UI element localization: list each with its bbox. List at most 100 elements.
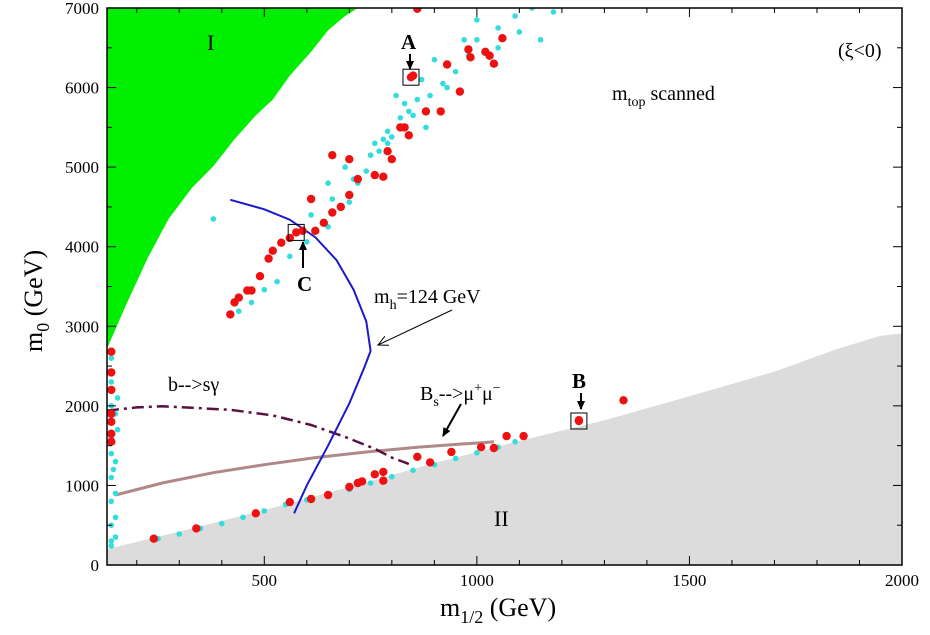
red-point xyxy=(107,347,116,356)
red-point xyxy=(379,476,388,485)
cyan-point xyxy=(427,92,433,99)
benchmark-point xyxy=(292,228,301,237)
red-point xyxy=(519,431,528,441)
benchmark-box xyxy=(570,412,588,430)
cyan-point xyxy=(114,426,121,433)
cyan-point xyxy=(380,136,387,143)
red-point xyxy=(277,238,286,247)
cyan-point xyxy=(108,498,115,505)
cyan-point xyxy=(550,9,557,15)
cyan-point xyxy=(112,534,119,540)
bsmumu-mid: μ xyxy=(482,383,493,405)
cyan-point xyxy=(108,355,115,361)
red-point xyxy=(379,467,388,477)
cyan-point xyxy=(410,467,416,474)
red-point xyxy=(319,218,328,227)
axis-ticks: 500 1000 1500 2000 0 1000 2000 3000 4000 5000 6000… xyxy=(65,0,919,590)
plot-area xyxy=(107,8,902,565)
red-point xyxy=(353,174,362,184)
benchmark-box xyxy=(287,223,305,241)
cyan-point xyxy=(431,56,438,63)
y-tick-label: 6000 xyxy=(65,79,99,98)
cyan-point xyxy=(393,92,399,99)
cyan-point xyxy=(248,299,255,306)
red-point xyxy=(442,60,452,69)
cyan-point xyxy=(461,37,467,43)
red-point xyxy=(264,254,273,263)
x-tick-label: 2000 xyxy=(885,571,919,590)
red-point xyxy=(370,470,379,479)
cyan-point xyxy=(329,196,336,202)
red-point xyxy=(345,482,354,492)
mtop-rest: scanned xyxy=(645,83,714,105)
red-point xyxy=(251,509,260,518)
mtop-main: m xyxy=(612,83,628,105)
cyan-point xyxy=(512,438,518,445)
y-tick-label: 4000 xyxy=(65,238,99,257)
red-point xyxy=(404,131,413,140)
cyan-point xyxy=(210,216,217,222)
cyan-point xyxy=(261,286,268,293)
cyan-point xyxy=(389,473,395,480)
cyan-point xyxy=(516,29,523,35)
cyan-point xyxy=(389,134,395,140)
benchmark-point xyxy=(574,416,584,426)
y-tick-label: 2000 xyxy=(65,397,99,416)
red-point xyxy=(243,286,252,295)
y-axis-unit: (GeV) xyxy=(19,250,48,323)
cyan-point xyxy=(474,450,480,456)
red-point xyxy=(379,172,388,181)
red-point xyxy=(455,87,465,96)
cyan-point xyxy=(308,212,314,218)
cyan-point xyxy=(384,140,391,147)
bsg-curve xyxy=(107,405,410,466)
cyan-point xyxy=(108,450,115,457)
red-point xyxy=(489,443,499,453)
cyan-point xyxy=(495,25,501,31)
red-point xyxy=(107,417,116,426)
cyan-point xyxy=(418,76,425,83)
y-tick-label: 3000 xyxy=(65,317,99,336)
mh-rest: =124 GeV xyxy=(397,286,482,308)
red-point xyxy=(336,202,345,212)
cyan-point xyxy=(423,124,429,131)
mh-sub: h xyxy=(390,298,397,313)
cyan-point xyxy=(512,13,518,19)
bsmumu-rest: -->μ xyxy=(439,383,474,405)
red-point xyxy=(345,155,354,164)
region-I xyxy=(107,8,358,349)
red-point xyxy=(107,409,116,418)
cyan-point xyxy=(444,84,450,91)
cyan-point xyxy=(406,108,412,115)
cyan-point xyxy=(372,140,378,147)
red-point xyxy=(230,298,239,307)
cyan-point xyxy=(108,474,115,481)
red-point xyxy=(447,447,456,457)
cyan-point xyxy=(112,490,119,497)
cyan-point xyxy=(410,112,416,119)
region-I-label: I xyxy=(207,30,214,55)
xi-label: (ξ<0) xyxy=(838,40,882,62)
x-axis-title: m1/2 (GeV) xyxy=(440,593,556,627)
x-tick-label: 500 xyxy=(252,571,278,590)
cyan-point xyxy=(108,543,115,549)
cyan-point xyxy=(325,180,331,186)
cyan-point xyxy=(401,100,408,107)
cyan-point xyxy=(219,520,225,527)
cyan-point xyxy=(112,458,119,465)
red-point xyxy=(268,246,277,255)
red-point xyxy=(107,385,116,395)
red-point xyxy=(413,452,422,461)
red-point xyxy=(498,34,507,43)
cyan-point xyxy=(440,80,446,87)
y-tick-label: 7000 xyxy=(65,0,99,18)
cyan-point xyxy=(452,68,459,75)
mh-main: m xyxy=(374,286,390,308)
cyan-point xyxy=(176,531,183,537)
mh-label: mh=124 GeV xyxy=(374,286,481,313)
cyan-point xyxy=(274,278,280,285)
bsmumu-arrow xyxy=(442,403,462,437)
y-tick-label: 5000 xyxy=(65,158,99,177)
point-B-label: B xyxy=(572,369,586,393)
cyan-point xyxy=(240,514,246,521)
